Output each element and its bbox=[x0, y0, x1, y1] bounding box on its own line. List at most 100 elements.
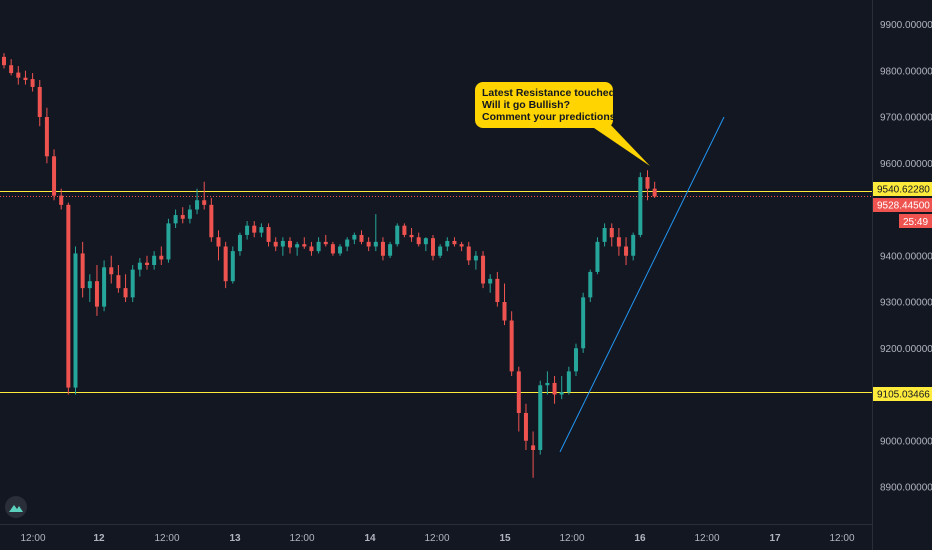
candle bbox=[538, 380, 543, 455]
candle bbox=[323, 234, 328, 247]
candle bbox=[502, 283, 507, 326]
price-tick-label: 9800.000000 bbox=[880, 66, 932, 77]
candle-body bbox=[116, 275, 121, 289]
annotation-callout[interactable]: Latest Resistance touched! Will it go Bu… bbox=[475, 82, 619, 128]
candle-body bbox=[216, 237, 221, 247]
time-tick-label: 13 bbox=[229, 533, 241, 544]
candle-body bbox=[388, 244, 393, 256]
candle bbox=[481, 251, 486, 289]
candle bbox=[2, 53, 6, 69]
trendline[interactable] bbox=[559, 116, 725, 453]
candle-body bbox=[616, 237, 621, 247]
time-tick-label: 12:00 bbox=[424, 533, 449, 544]
price-tick-label: 9700.000000 bbox=[880, 113, 932, 124]
time-tick-label: 15 bbox=[499, 533, 511, 544]
candles bbox=[2, 53, 657, 478]
candle-body bbox=[37, 86, 42, 117]
time-axis[interactable]: 12:00 12 12:00 13 12:00 14 12:00 15 12:00 16 12:00… bbox=[20, 533, 854, 544]
candle bbox=[616, 228, 621, 256]
candle bbox=[16, 66, 21, 85]
candle bbox=[159, 246, 164, 265]
candle bbox=[288, 237, 292, 254]
price-tick-label: 9000.000000 bbox=[880, 436, 932, 447]
tradingview-logo-icon[interactable] bbox=[5, 496, 27, 518]
time-tick-label: 12:00 bbox=[559, 533, 584, 544]
current-price-tag-bg bbox=[873, 198, 932, 212]
candle-body bbox=[380, 241, 385, 256]
candle-body bbox=[423, 238, 428, 245]
candle bbox=[624, 237, 629, 265]
candle-body bbox=[52, 156, 57, 196]
candle bbox=[581, 292, 586, 353]
candle bbox=[102, 260, 107, 312]
candle bbox=[631, 232, 636, 261]
candle-body bbox=[230, 251, 235, 282]
price-axis[interactable]: 9900.000000 9800.000000 9700.000000 9600.00… bbox=[880, 20, 932, 494]
candle-body bbox=[538, 385, 543, 450]
candle-body bbox=[438, 246, 443, 256]
ascending-trendline[interactable] bbox=[559, 116, 725, 453]
candle bbox=[187, 204, 192, 224]
candle bbox=[252, 221, 257, 238]
time-tick-label: 12:00 bbox=[154, 533, 179, 544]
candle-body bbox=[631, 234, 636, 256]
time-tick-label: 12:00 bbox=[694, 533, 719, 544]
candle bbox=[280, 237, 285, 256]
candle bbox=[473, 251, 478, 270]
candle bbox=[516, 366, 521, 432]
horizontal-lines[interactable] bbox=[0, 191, 872, 393]
mountain-icon bbox=[9, 505, 23, 512]
candle-body bbox=[523, 413, 528, 441]
candle bbox=[588, 269, 593, 302]
price-tick-label: 9600.000000 bbox=[880, 159, 932, 170]
candle-body bbox=[159, 255, 164, 260]
candle bbox=[180, 207, 185, 224]
candle-body bbox=[94, 281, 99, 307]
candle-body bbox=[502, 302, 507, 321]
candle-body bbox=[152, 255, 157, 265]
candle-body bbox=[302, 244, 307, 247]
candle-body bbox=[123, 288, 128, 298]
candle-body bbox=[609, 228, 614, 238]
candle-body bbox=[395, 225, 400, 245]
time-tick-label: 16 bbox=[634, 533, 646, 544]
candle bbox=[380, 237, 385, 261]
candle-body bbox=[295, 244, 300, 248]
annotation-line-3: Comment your predictions. bbox=[482, 111, 619, 123]
candle bbox=[574, 343, 578, 376]
callout-pointer bbox=[594, 122, 650, 166]
candle bbox=[602, 223, 607, 247]
candle bbox=[130, 265, 135, 302]
candle bbox=[488, 274, 493, 293]
resistance-tag-upper: 9540.62280 bbox=[877, 185, 930, 196]
candle bbox=[338, 244, 343, 256]
price-tags: 9540.62280 9528.44500 25:49 9105.03466 bbox=[873, 182, 932, 401]
candle bbox=[388, 241, 393, 259]
candle bbox=[645, 170, 650, 201]
candle bbox=[123, 274, 128, 302]
countdown-tag: 25:49 bbox=[903, 217, 928, 228]
candle-body bbox=[145, 262, 149, 265]
candle-body bbox=[574, 348, 578, 372]
candle bbox=[459, 241, 464, 252]
candle-body bbox=[44, 117, 49, 157]
candle bbox=[316, 237, 321, 254]
candle bbox=[438, 244, 443, 259]
price-tick-label: 9300.000000 bbox=[880, 298, 932, 309]
candle-body bbox=[73, 253, 78, 388]
candle-body bbox=[259, 227, 264, 233]
candle-body bbox=[80, 253, 85, 289]
candle-body bbox=[459, 244, 464, 247]
candle-body bbox=[330, 244, 335, 254]
candle-body bbox=[316, 241, 321, 252]
candle-body bbox=[445, 240, 450, 247]
candle bbox=[52, 149, 57, 201]
candle-body bbox=[352, 234, 357, 240]
candle bbox=[402, 223, 407, 238]
candle bbox=[652, 181, 657, 198]
candle bbox=[330, 241, 335, 256]
price-tick-label: 9200.000000 bbox=[880, 344, 932, 355]
candle bbox=[202, 181, 207, 210]
candle bbox=[559, 376, 564, 400]
